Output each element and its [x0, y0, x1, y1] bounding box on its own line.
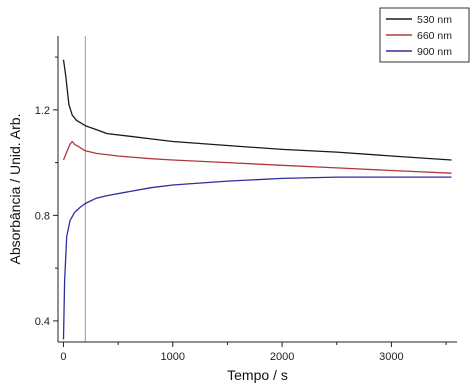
y-axis-title: Absorbância / Unid. Arb. [7, 114, 23, 265]
series-line-2 [62, 140, 452, 174]
y-tick-label: 0.4 [35, 316, 50, 328]
legend-label: 660 nm [417, 30, 452, 42]
x-tick-label: 2000 [270, 351, 294, 363]
legend-label: 530 nm [417, 14, 452, 26]
y-tick-label: 1.2 [35, 105, 50, 117]
y-tick-label: 0.8 [35, 210, 50, 222]
series-line-1 [62, 59, 452, 161]
series-line-3 [62, 176, 452, 340]
x-axis-title: Tempo / s [227, 367, 288, 383]
axes: 0 1000 2000 3000 0.4 0.8 1.2 [35, 36, 457, 363]
legend-label: 900 nm [417, 46, 452, 58]
x-tick-label: 1000 [161, 351, 185, 363]
x-tick-label: 0 [60, 351, 66, 363]
x-tick-label: 3000 [379, 351, 403, 363]
plot-area [62, 36, 452, 342]
legend: 530 nm 660 nm 900 nm [379, 7, 470, 63]
